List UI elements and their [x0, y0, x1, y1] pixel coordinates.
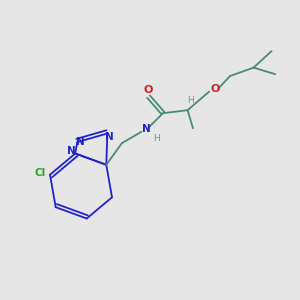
- Text: H: H: [187, 96, 194, 105]
- Text: N: N: [105, 132, 114, 142]
- Text: H: H: [153, 134, 160, 143]
- Text: N: N: [67, 146, 76, 156]
- Text: N: N: [142, 124, 151, 134]
- Text: Cl: Cl: [35, 168, 46, 178]
- Text: O: O: [143, 85, 153, 95]
- Text: O: O: [211, 84, 220, 94]
- Text: N: N: [76, 137, 85, 147]
